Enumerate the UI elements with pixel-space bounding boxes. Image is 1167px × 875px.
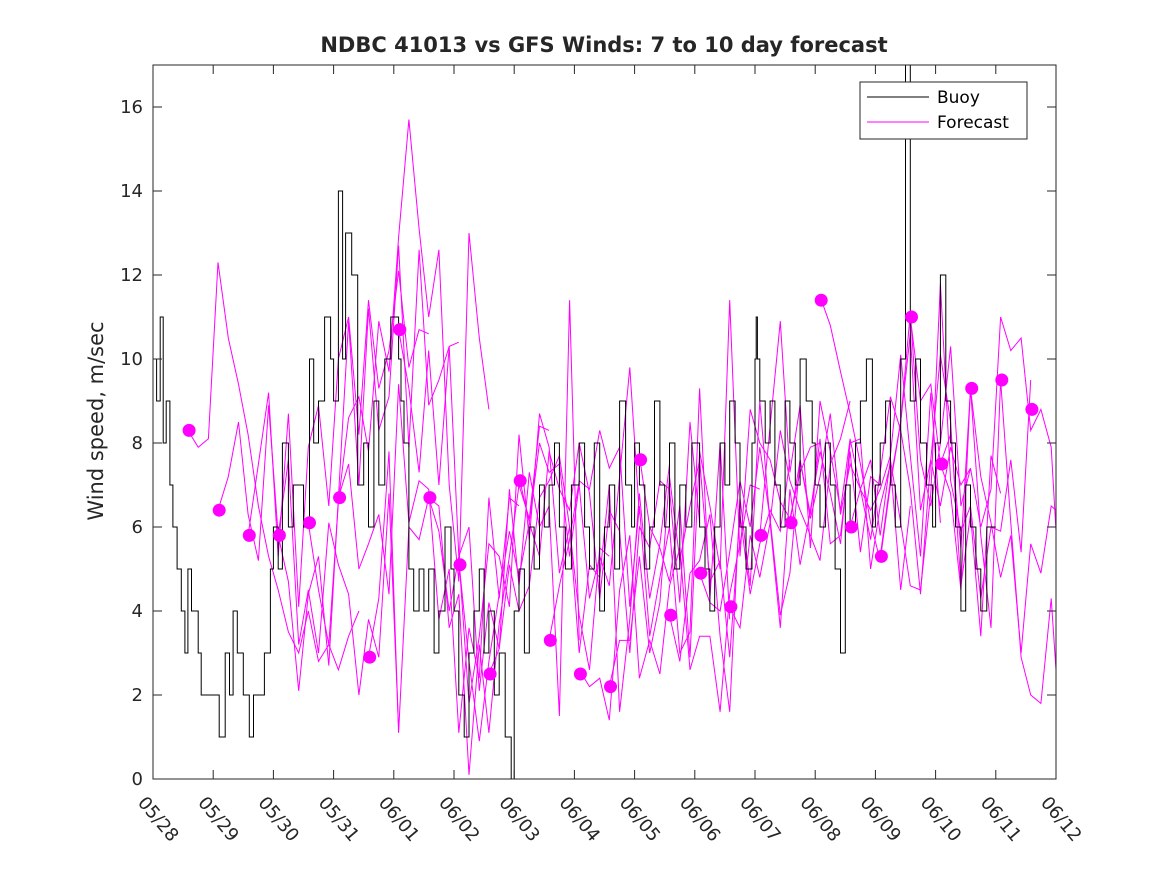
forecast-marker-19 bbox=[754, 528, 768, 542]
y-tick-label-6: 12 bbox=[120, 265, 143, 286]
forecast-line-17 bbox=[699, 438, 881, 616]
forecast-marker-28 bbox=[1025, 402, 1039, 416]
forecast-marker-5 bbox=[333, 491, 347, 505]
buoy-series bbox=[153, 64, 996, 780]
buoy-line bbox=[153, 64, 996, 780]
forecast-marker-13 bbox=[573, 667, 587, 681]
y-tick-label-3: 6 bbox=[132, 517, 143, 538]
forecast-line-0 bbox=[187, 262, 360, 672]
forecast-line-18 bbox=[729, 438, 911, 630]
legend: Buoy Forecast bbox=[859, 81, 1028, 140]
axes-frame bbox=[152, 64, 1057, 780]
forecast-line-13 bbox=[578, 484, 761, 721]
legend-forecast-label: Forecast bbox=[937, 113, 1009, 133]
y-tick-label-5: 10 bbox=[120, 349, 143, 370]
forecast-line-3 bbox=[277, 245, 460, 691]
forecast-marker-6 bbox=[363, 650, 377, 664]
chart-title: NDBC 41013 vs GFS Winds: 7 to 10 day for… bbox=[320, 33, 887, 57]
y-tick-label-0: 0 bbox=[132, 769, 143, 790]
forecast-marker-24 bbox=[905, 310, 918, 324]
y-tick-label-4: 8 bbox=[132, 433, 143, 454]
forecast-marker-27 bbox=[995, 373, 1009, 387]
forecast-marker-12 bbox=[543, 633, 557, 647]
forecast-marker-18 bbox=[724, 600, 738, 614]
forecast-marker-0 bbox=[182, 423, 196, 437]
forecast-marker-7 bbox=[393, 323, 407, 337]
forecast-marker-25 bbox=[935, 457, 949, 471]
y-tick-label-7: 14 bbox=[120, 181, 143, 202]
forecast-marker-3 bbox=[272, 528, 286, 542]
forecast-marker-23 bbox=[874, 549, 888, 563]
forecast-marker-9 bbox=[453, 558, 467, 572]
forecast-markers bbox=[182, 293, 1039, 694]
forecast-marker-15 bbox=[634, 453, 648, 467]
forecast-marker-8 bbox=[423, 491, 437, 505]
y-tick-label-1: 2 bbox=[132, 685, 143, 706]
forecast-marker-21 bbox=[814, 293, 828, 307]
forecast-marker-16 bbox=[664, 608, 678, 622]
forecast-marker-2 bbox=[242, 528, 256, 542]
forecast-marker-17 bbox=[694, 566, 708, 580]
forecast-line-8 bbox=[428, 413, 610, 704]
legend-buoy-label: Buoy bbox=[937, 88, 980, 108]
forecast-marker-20 bbox=[784, 516, 798, 530]
forecast-line-9 bbox=[458, 367, 640, 742]
y-tick-label-8: 16 bbox=[120, 97, 143, 118]
forecast-line-19 bbox=[759, 321, 941, 557]
forecast-marker-14 bbox=[604, 680, 617, 694]
forecast-line-1 bbox=[217, 405, 400, 729]
y-tick-label-2: 4 bbox=[132, 601, 143, 622]
forecast-marker-11 bbox=[513, 474, 527, 488]
y-axis-label: Wind speed, m/sec bbox=[84, 321, 108, 520]
forecast-line-24 bbox=[909, 316, 1057, 654]
legend-box bbox=[859, 81, 1028, 140]
forecast-marker-4 bbox=[303, 516, 316, 530]
forecast-marker-10 bbox=[483, 667, 497, 681]
forecast-line-5 bbox=[337, 384, 520, 733]
forecast-marker-1 bbox=[212, 503, 226, 517]
forecast-marker-22 bbox=[844, 520, 858, 534]
forecast-marker-26 bbox=[965, 381, 979, 395]
